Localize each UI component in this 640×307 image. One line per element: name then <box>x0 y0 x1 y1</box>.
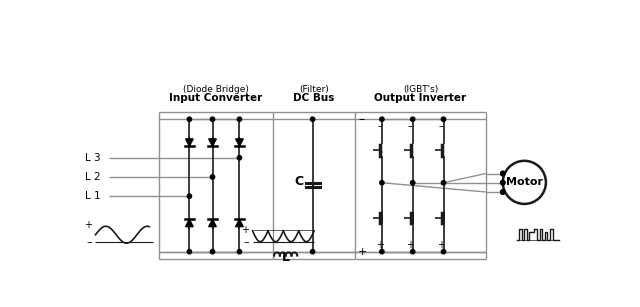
Text: Input Converter: Input Converter <box>169 93 262 103</box>
Text: +: + <box>241 225 250 235</box>
Text: C: C <box>294 175 303 188</box>
Text: +: + <box>358 247 367 257</box>
Circle shape <box>500 190 505 194</box>
Circle shape <box>500 171 505 176</box>
Text: Output Inverter: Output Inverter <box>374 93 467 103</box>
Circle shape <box>442 250 445 254</box>
Text: +: + <box>437 240 445 250</box>
Polygon shape <box>209 220 216 227</box>
Circle shape <box>410 181 415 185</box>
Circle shape <box>410 117 415 121</box>
Text: +: + <box>84 220 92 231</box>
Circle shape <box>410 250 415 254</box>
Text: –: – <box>87 237 92 247</box>
Text: L: L <box>282 251 290 264</box>
Polygon shape <box>411 150 413 154</box>
Text: (Diode Bridge): (Diode Bridge) <box>182 85 248 94</box>
Text: DC Bus: DC Bus <box>293 93 335 103</box>
Circle shape <box>380 117 384 121</box>
Polygon shape <box>442 214 444 219</box>
Circle shape <box>211 175 214 179</box>
Circle shape <box>500 190 505 194</box>
Polygon shape <box>442 150 444 154</box>
Polygon shape <box>186 139 193 146</box>
Text: (Filter): (Filter) <box>299 85 328 94</box>
Circle shape <box>310 117 315 121</box>
Text: –: – <box>408 121 413 131</box>
Text: L 1: L 1 <box>86 191 101 201</box>
Circle shape <box>500 171 505 176</box>
Text: Motor: Motor <box>506 177 543 187</box>
Text: –: – <box>439 121 444 131</box>
Circle shape <box>188 250 191 254</box>
Circle shape <box>500 181 505 185</box>
Polygon shape <box>236 139 243 146</box>
Circle shape <box>500 181 505 185</box>
Text: –: – <box>377 121 382 131</box>
Polygon shape <box>186 220 193 227</box>
Circle shape <box>380 181 384 185</box>
Circle shape <box>188 194 191 198</box>
Circle shape <box>211 117 214 121</box>
Text: –: – <box>358 113 364 126</box>
Text: –: – <box>244 237 250 247</box>
Polygon shape <box>236 220 243 227</box>
Circle shape <box>442 117 445 121</box>
Circle shape <box>237 117 242 121</box>
Text: (IGBT's): (IGBT's) <box>403 85 438 94</box>
Polygon shape <box>209 139 216 146</box>
Text: +: + <box>406 240 414 250</box>
Text: +: + <box>376 240 383 250</box>
Circle shape <box>188 117 191 121</box>
Circle shape <box>237 250 242 254</box>
Circle shape <box>310 250 315 254</box>
Circle shape <box>442 181 445 185</box>
Circle shape <box>237 156 242 160</box>
Circle shape <box>211 250 214 254</box>
Text: L 2: L 2 <box>86 172 101 182</box>
Polygon shape <box>411 214 413 219</box>
Polygon shape <box>380 214 382 219</box>
Text: L 3: L 3 <box>86 153 101 163</box>
Polygon shape <box>380 150 382 154</box>
Circle shape <box>380 250 384 254</box>
